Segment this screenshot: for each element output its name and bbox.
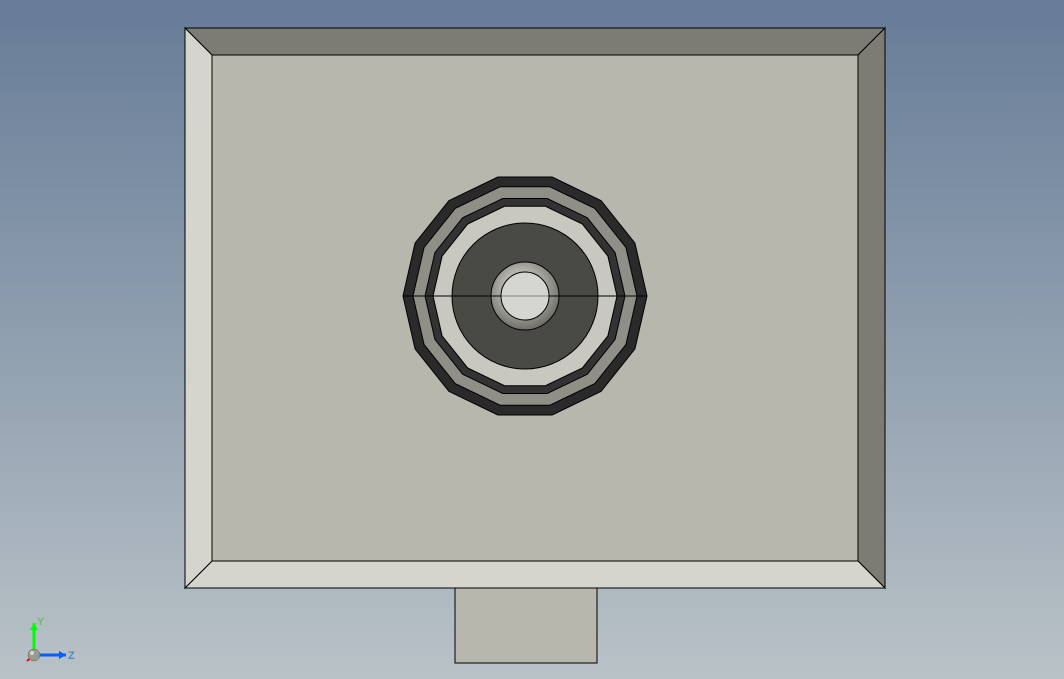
axis-z-arrowhead (59, 651, 66, 659)
axis-z-label: Z (68, 650, 75, 662)
panel-bevel (185, 561, 885, 588)
axis-origin-highlight (30, 651, 34, 655)
axis-triad[interactable]: YZ (22, 607, 82, 667)
axis-origin (28, 649, 40, 661)
bottom-boss (455, 588, 597, 663)
axis-y-label: Y (37, 616, 45, 628)
cad-viewport[interactable]: YZ (0, 0, 1064, 679)
panel-bevel (185, 28, 212, 588)
panel-bevel (185, 28, 885, 55)
cad-scene[interactable] (0, 0, 1064, 679)
panel-bevel (858, 28, 885, 588)
